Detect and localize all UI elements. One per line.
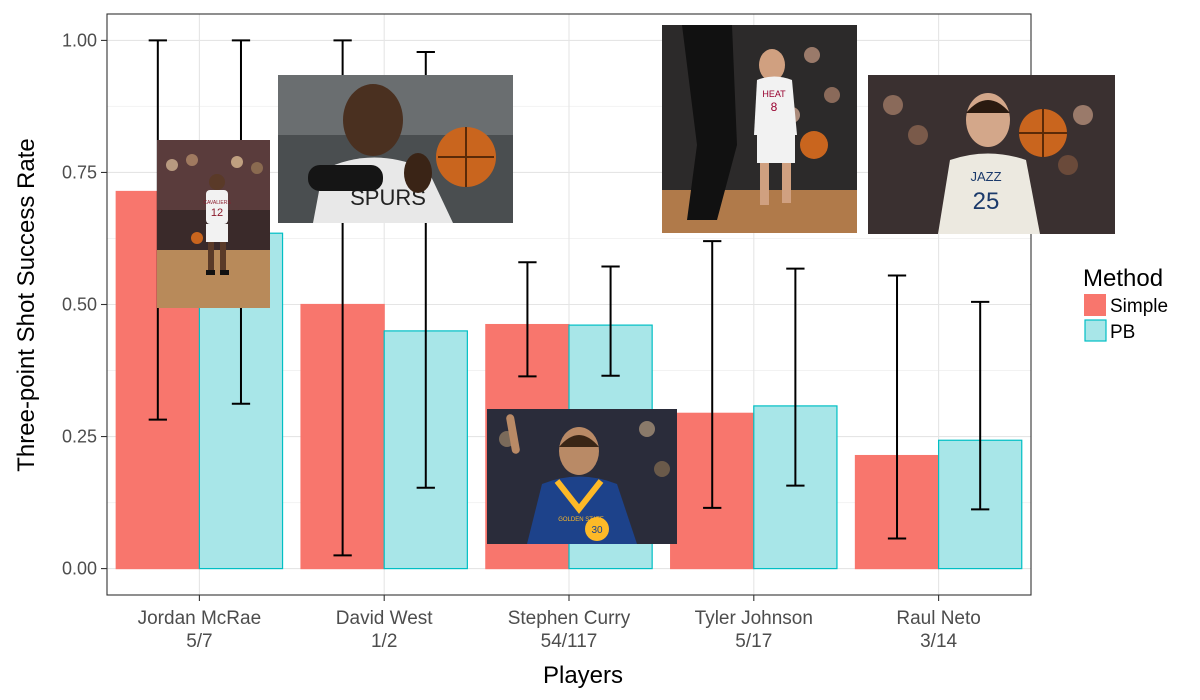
y-axis: 0.00 0.25 0.50 0.75 1.00 [62,30,107,579]
legend-key-simple [1084,294,1106,316]
y-tick-label: 0.50 [62,295,97,315]
svg-text:CAVALIERS: CAVALIERS [203,200,231,206]
x-tick-label-name: Tyler Johnson [695,608,813,629]
svg-text:HEAT: HEAT [762,89,786,99]
legend-key-pb [1084,319,1107,342]
svg-text:JAZZ: JAZZ [970,169,1001,184]
player-photo-tyler-johnson: HEAT 8 [662,25,857,233]
svg-text:8: 8 [771,100,778,114]
x-axis-title: Players [543,662,623,689]
y-tick-label: 1.00 [62,30,97,50]
player-photo-jordan-mcrae: CAVALIERS 12 [157,140,270,308]
player-photo-stephen-curry: GOLDEN STATE 30 [487,409,677,544]
errorbar-pb-4 [971,300,990,511]
x-tick-label-record: 1/2 [371,631,397,652]
x-tick-label-name: Jordan McRae [138,608,262,629]
errorbar-simple-3 [703,240,722,509]
legend: Method Simple PB [1083,265,1168,343]
svg-text:GOLDEN STATE: GOLDEN STATE [558,517,603,523]
errorbar-pb-3 [786,267,805,487]
x-tick-label-record: 3/14 [920,631,957,652]
svg-text:12: 12 [211,207,223,219]
player-photo-raul-neto: JAZZ 25 [868,75,1115,234]
x-tick-label-record: 5/17 [735,631,772,652]
y-tick-label: 0.00 [62,559,97,579]
errorbar-simple-2 [518,261,537,378]
legend-label-pb: PB [1110,322,1135,343]
y-axis-title: Three-point Shot Success Rate [13,138,40,472]
errorbar-pb-2 [601,265,620,377]
svg-text:30: 30 [591,525,603,536]
y-tick-label: 0.75 [62,162,97,182]
legend-title: Method [1083,265,1163,292]
x-tick-label-name: David West [336,608,434,629]
x-tick-label-record: 54/117 [541,631,598,652]
y-tick-label: 0.25 [62,427,97,447]
legend-label-simple: Simple [1110,296,1168,317]
player-photo-david-west: SPURS [278,75,513,223]
x-tick-label-name: Raul Neto [896,608,981,629]
svg-text:25: 25 [973,188,1000,215]
x-tick-label-name: Stephen Curry [508,608,631,629]
x-tick-label-record: 5/7 [186,631,212,652]
errorbar-simple-4 [887,274,907,540]
